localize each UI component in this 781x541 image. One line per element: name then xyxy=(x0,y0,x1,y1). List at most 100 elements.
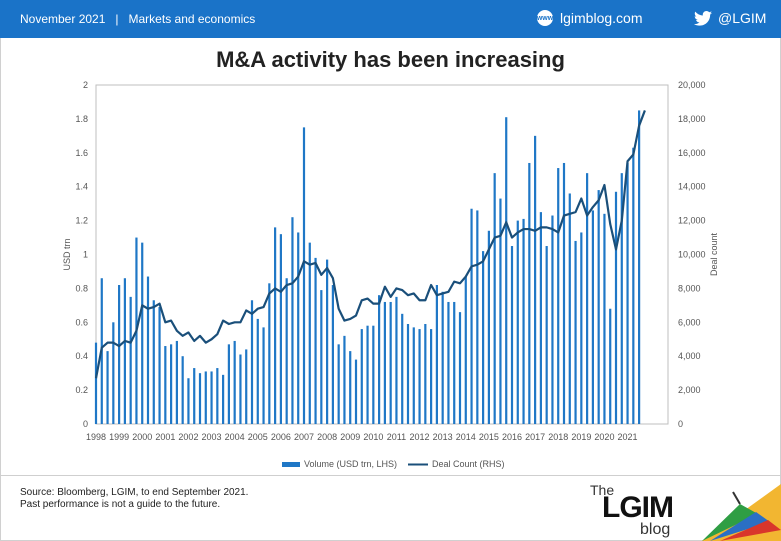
volume-bar xyxy=(222,374,225,424)
x-tick-label: 2010 xyxy=(363,432,383,442)
x-tick-label: 2004 xyxy=(225,432,245,442)
y-tick-label: 1.6 xyxy=(75,148,88,158)
header-section: Markets and economics xyxy=(128,12,256,26)
y2-tick-label: 4,000 xyxy=(678,351,701,361)
volume-bar xyxy=(193,368,196,424)
chart-legend: Volume (USD trn, LHS) Deal Count (RHS) xyxy=(282,459,505,469)
volume-bar xyxy=(291,217,294,424)
volume-bar xyxy=(562,162,566,424)
deal-count-series xyxy=(94,110,646,379)
x-tick-label: 2021 xyxy=(618,432,638,442)
y2-tick-label: 6,000 xyxy=(678,317,701,327)
y-tick-label: 2 xyxy=(83,80,88,90)
volume-bar xyxy=(279,234,282,424)
volume-bar xyxy=(632,147,635,424)
volume-bar xyxy=(510,246,514,424)
y2-tick-label: 8,000 xyxy=(678,283,701,293)
volume-bar xyxy=(233,340,236,424)
volume-bar xyxy=(614,191,618,424)
x-tick-label: 1999 xyxy=(109,432,129,442)
twitter-icon xyxy=(694,10,712,26)
volume-bar xyxy=(568,193,571,424)
volume-bar xyxy=(412,327,415,424)
volume-bar xyxy=(522,218,525,424)
volume-bar xyxy=(609,308,612,424)
volume-bar xyxy=(505,117,508,424)
twitter-link[interactable]: @LGIM xyxy=(694,10,766,26)
lgim-blog-logo: The LGIM blog xyxy=(590,480,781,541)
volume-bar xyxy=(389,301,392,424)
x-tick-label: 2006 xyxy=(271,432,291,442)
volume-bar xyxy=(458,312,462,424)
volume-bar xyxy=(250,300,254,424)
volume-bar xyxy=(123,278,126,424)
x-tick-label: 2016 xyxy=(502,432,522,442)
x-tick-label: 2001 xyxy=(155,432,175,442)
volume-bar xyxy=(435,285,438,424)
volume-bar xyxy=(245,349,248,424)
y-axis-label: USD trn xyxy=(62,238,72,270)
volume-bar xyxy=(285,278,288,424)
x-tick-label: 2019 xyxy=(571,432,591,442)
legend-swatch-volume xyxy=(282,462,300,467)
volume-bar xyxy=(256,318,259,424)
volume-bar xyxy=(528,162,531,424)
y2-tick-label: 10,000 xyxy=(678,250,706,260)
volume-bar xyxy=(430,329,433,424)
volume-bar xyxy=(141,242,144,424)
volume-bar xyxy=(210,371,213,424)
x-tick-label: 2020 xyxy=(594,432,614,442)
y2-tick-label: 20,000 xyxy=(678,80,706,90)
volume-bar xyxy=(170,344,173,424)
x-tick-label: 2009 xyxy=(340,432,360,442)
y2-axis-label: Deal count xyxy=(709,232,719,276)
volume-bar xyxy=(453,301,456,424)
y2-tick-label: 16,000 xyxy=(678,148,706,158)
volume-bar xyxy=(378,295,381,424)
volume-bar xyxy=(493,173,496,424)
y-tick-label: 1.4 xyxy=(75,182,88,192)
x-tick-label: 2013 xyxy=(433,432,453,442)
volume-bar xyxy=(349,351,352,424)
volume-bar xyxy=(187,378,190,424)
volume-bar xyxy=(424,323,427,424)
volume-bar xyxy=(198,373,202,424)
y-tick-label: 0.2 xyxy=(75,385,88,395)
volume-bar xyxy=(262,327,265,424)
volume-bar xyxy=(268,283,271,424)
volume-bar xyxy=(406,323,410,424)
site-label: lgimblog.com xyxy=(560,10,643,26)
site-link[interactable]: www lgimblog.com xyxy=(537,10,642,26)
x-tick-label: 1998 xyxy=(86,432,106,442)
volume-bar xyxy=(372,325,375,424)
header-separator: | xyxy=(115,12,119,26)
volume-bar xyxy=(216,368,219,424)
volume-bar xyxy=(302,127,306,424)
volume-bar xyxy=(395,296,398,424)
volume-bar xyxy=(129,296,132,424)
x-tick-label: 2015 xyxy=(479,432,499,442)
volume-bar xyxy=(158,307,161,424)
volume-bar xyxy=(239,354,242,424)
volume-bar xyxy=(181,356,184,424)
volume-bar xyxy=(551,215,554,424)
source-line-2: Past performance is not a guide to the f… xyxy=(20,499,221,510)
volume-bar xyxy=(557,168,560,424)
footer-divider xyxy=(0,475,781,476)
volume-bar xyxy=(418,329,421,424)
y-tick-label: 1.2 xyxy=(75,216,88,226)
x-tick-label: 2000 xyxy=(132,432,152,442)
y-tick-label: 1.8 xyxy=(75,114,88,124)
legend-label-deal-count: Deal Count (RHS) xyxy=(432,459,505,469)
umbrella-icon xyxy=(702,484,781,541)
globe-icon: www xyxy=(537,10,553,26)
x-tick-label: 2017 xyxy=(525,432,545,442)
volume-bar xyxy=(204,371,207,424)
chart: 0 0.2 0.4 0.6 0.8 1 1.2 1.4 1.6 1.8 2 0 2,000 4,000 6,… xyxy=(62,80,719,469)
x-tick-label: 2018 xyxy=(548,432,568,442)
x-tick-label: 2003 xyxy=(202,432,222,442)
header-date: November 2021 xyxy=(20,12,106,26)
chart-labels: 0 0.2 0.4 0.6 0.8 1 1.2 1.4 1.6 1.8 2 0 2,000 4,000 6,… xyxy=(62,80,719,442)
volume-bar xyxy=(574,240,577,424)
volume-bar xyxy=(94,342,98,424)
